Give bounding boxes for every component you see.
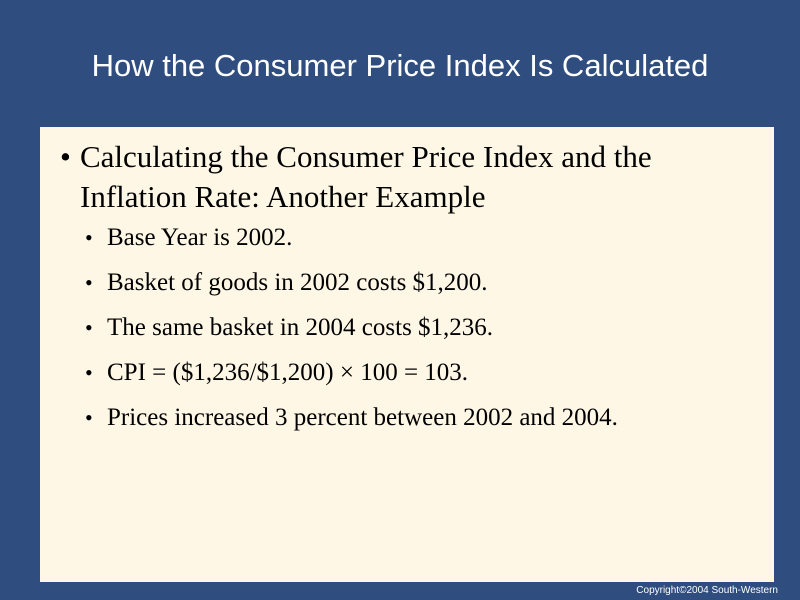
main-bullet-line-2: Inflation Rate: Another Example — [80, 179, 486, 214]
sub-bullet-text: Base Year is 2002. — [107, 224, 293, 251]
content-box: • Calculating the Consumer Price Index a… — [40, 127, 774, 582]
bullet-icon: • — [60, 139, 71, 174]
sub-bullet-text: Basket of goods in 2002 costs $1,200. — [107, 269, 488, 296]
sub-bullet-text: The same basket in 2004 costs $1,236. — [107, 314, 494, 341]
sub-bullet: • Prices increased 3 percent between 200… — [85, 403, 765, 448]
sub-bullet: • Base Year is 2002. — [85, 223, 765, 268]
slide-title: How the Consumer Price Index Is Calculat… — [91, 48, 709, 83]
sub-bullet-text: Prices increased 3 percent between 2002 … — [107, 404, 618, 431]
bullet-icon: • — [85, 315, 93, 340]
main-bullet-line-1: Calculating the Consumer Price Index and… — [80, 139, 652, 174]
sub-bullet-list: • Base Year is 2002. • Basket of goods i… — [85, 223, 765, 448]
bullet-icon: • — [85, 270, 93, 295]
sub-bullet: • Basket of goods in 2002 costs $1,200. — [85, 268, 765, 313]
bullet-icon: • — [85, 405, 93, 430]
sub-bullet-text: CPI = ($1,236/$1,200) × 100 = 103. — [107, 359, 469, 386]
main-bullet-text: Calculating the Consumer Price Index and… — [78, 137, 652, 217]
sub-bullet: • The same basket in 2004 costs $1,236. — [85, 313, 765, 358]
sub-bullet: • CPI = ($1,236/$1,200) × 100 = 103. — [85, 358, 765, 403]
bullet-icon: • — [85, 360, 93, 385]
bullet-icon: • — [85, 225, 93, 250]
copyright-notice: Copyright©2004 South-Western — [636, 585, 778, 596]
main-bullet: • Calculating the Consumer Price Index a… — [60, 137, 760, 217]
